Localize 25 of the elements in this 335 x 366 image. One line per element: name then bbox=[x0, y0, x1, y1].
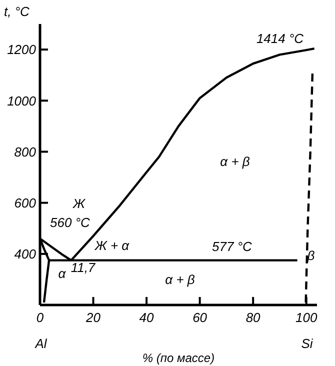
x-tick-label: 80 bbox=[246, 310, 262, 326]
x-axis-title: % (по массе) bbox=[142, 351, 215, 365]
x-tick-label: 60 bbox=[192, 310, 208, 326]
y-tick-label: 1200 bbox=[7, 42, 37, 58]
annotation: β bbox=[306, 248, 316, 264]
y-axis-title: t, °C bbox=[4, 4, 30, 19]
annotation: 560 °C bbox=[49, 215, 91, 231]
y-tick-label: 1000 bbox=[7, 93, 37, 108]
x-tick-label: 20 bbox=[85, 310, 102, 326]
text: Al bbox=[34, 336, 48, 352]
annotation: α + β bbox=[219, 154, 251, 170]
text: Si bbox=[300, 336, 314, 352]
y-tick-label: 600 bbox=[14, 195, 37, 210]
annotation: 1414 °C bbox=[255, 31, 305, 47]
annotation: 577 °C bbox=[211, 239, 253, 255]
annotation: α bbox=[58, 266, 66, 281]
x-tick-label: 0 bbox=[36, 310, 44, 326]
y-tick-label: 400 bbox=[14, 246, 37, 262]
x-tick-label: 40 bbox=[139, 310, 155, 326]
annotation: Ж bbox=[72, 196, 86, 212]
annotation: Ж + α bbox=[94, 238, 130, 254]
y-tick-label: 800 bbox=[14, 144, 37, 160]
annotation: α + β bbox=[164, 272, 196, 288]
x-tick-label: 100 bbox=[295, 310, 318, 326]
annotation: 11,7 bbox=[70, 260, 96, 275]
